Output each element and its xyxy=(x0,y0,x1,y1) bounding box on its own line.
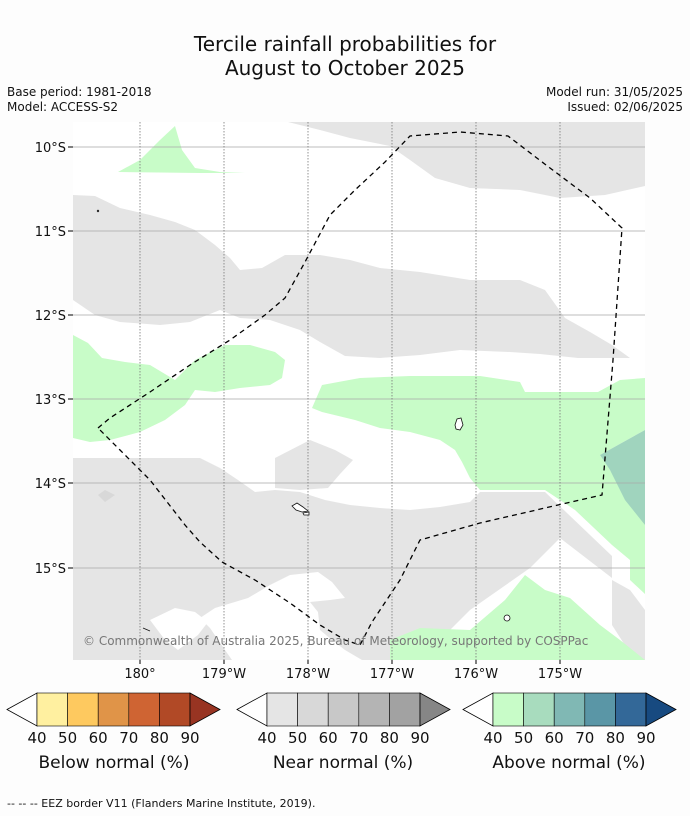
colorbar-tick-label: 90 xyxy=(180,729,200,747)
colorbar-tick-label: 80 xyxy=(605,729,625,747)
colorbar-tick-label: 70 xyxy=(119,729,139,747)
colorbar-tick-label: 60 xyxy=(88,729,108,747)
lat-label: 15°S xyxy=(35,562,66,577)
lon-label: 180° xyxy=(124,667,155,682)
eez-footer-note: -- -- -- EEZ border V11 (Flanders Marine… xyxy=(7,797,316,810)
eez-border xyxy=(97,131,623,646)
colorbar-below-segment xyxy=(159,692,191,727)
colorbar-tick-label: 80 xyxy=(149,729,169,747)
lon-label: 179°W xyxy=(202,667,246,682)
longitude-gridlines xyxy=(139,122,561,660)
lon-label: 176°W xyxy=(454,667,498,682)
colorbar-near-segment xyxy=(266,692,298,727)
below-normal-label: Below normal (%) xyxy=(38,753,190,773)
colorbar-below-segment xyxy=(128,692,160,727)
colorbar-tick-label: 70 xyxy=(349,729,369,747)
colorbar-tick-label: 40 xyxy=(27,729,47,747)
colorbar-below-segment xyxy=(97,692,130,727)
colorbar-near-segment xyxy=(327,692,360,727)
above-normal-50-region xyxy=(600,430,645,525)
colorbar-tick-label: 50 xyxy=(58,729,78,747)
lat-label: 14°S xyxy=(35,477,66,492)
map-gap xyxy=(150,608,208,650)
meta-right: Model run: 31/05/2025 Issued: 02/06/2025 xyxy=(546,85,683,115)
lon-label: 178°W xyxy=(286,667,330,682)
colorbar-tick-label: 80 xyxy=(379,729,399,747)
longitude-labels: 180° 179°W 178°W 177°W 176°W 175°W xyxy=(124,667,582,682)
colorbar-near-high-arrow xyxy=(419,692,451,727)
colorbar-above-segment xyxy=(523,692,555,727)
colorbar-tick-label: 70 xyxy=(575,729,595,747)
lon-label: 175°W xyxy=(538,667,582,682)
lat-label: 12°S xyxy=(35,309,66,324)
colorbar-above-high-arrow xyxy=(645,692,677,727)
colorbar-near-segment xyxy=(389,692,421,727)
colorbar-above-segment xyxy=(492,692,524,727)
colorbar-tick-label: 40 xyxy=(257,729,277,747)
copyright-text: © Commonwealth of Australia 2025, Bureau… xyxy=(83,634,588,648)
colorbar-above-low-arrow xyxy=(462,692,494,727)
small-grey-patch xyxy=(98,490,115,502)
colorbar-tick-label: 90 xyxy=(636,729,656,747)
colorbar-below-segment xyxy=(67,692,99,727)
colorbar-above-segment xyxy=(615,692,647,727)
near-normal-label: Near normal (%) xyxy=(272,753,414,773)
colorbar-tick-label: 50 xyxy=(288,729,308,747)
lon-label: 177°W xyxy=(370,667,414,682)
near-normal-regions xyxy=(73,122,645,660)
colorbar-tick-label: 90 xyxy=(410,729,430,747)
colorbar-tick-label: 50 xyxy=(514,729,534,747)
meta-left: Base period: 1981-2018 Model: ACCESS-S2 xyxy=(7,85,152,115)
islands xyxy=(96,209,511,632)
above-normal-label: Above normal (%) xyxy=(492,753,646,773)
model-name: Model: ACCESS-S2 xyxy=(7,100,119,114)
colorbar-tick-label: 60 xyxy=(544,729,564,747)
colorbar-below-segment xyxy=(36,692,68,727)
colorbar-below-low-arrow xyxy=(6,692,38,727)
map-title-line2: August to October 2025 xyxy=(224,56,466,80)
axis-ticks xyxy=(68,146,561,664)
colorbar-tick-label: 60 xyxy=(318,729,338,747)
colorbar-tick-label: 40 xyxy=(483,729,503,747)
lat-label: 13°S xyxy=(35,393,66,408)
colorbar-near-segment xyxy=(297,692,329,727)
colorbar-near-segment xyxy=(358,692,390,727)
model-run: Model run: 31/05/2025 xyxy=(545,85,683,99)
latitude-gridlines xyxy=(73,146,645,569)
colorbar-near-low-arrow xyxy=(236,692,268,727)
colorbar-legend xyxy=(6,692,677,727)
latitude-labels: 10°S 11°S 12°S 13°S 14°S 15°S xyxy=(35,141,66,577)
lat-label: 10°S xyxy=(35,141,66,156)
colorbar-above-segment xyxy=(553,692,586,727)
issued-date: Issued: 02/06/2025 xyxy=(567,100,683,114)
colorbar-below-high-arrow xyxy=(189,692,221,727)
above-normal-40-regions xyxy=(73,126,645,660)
base-period: Base period: 1981-2018 xyxy=(7,85,152,99)
map-title-line1: Tercile rainfall probabilities for xyxy=(193,32,497,56)
colorbar-above-segment xyxy=(584,692,616,727)
lat-label: 11°S xyxy=(35,225,66,240)
